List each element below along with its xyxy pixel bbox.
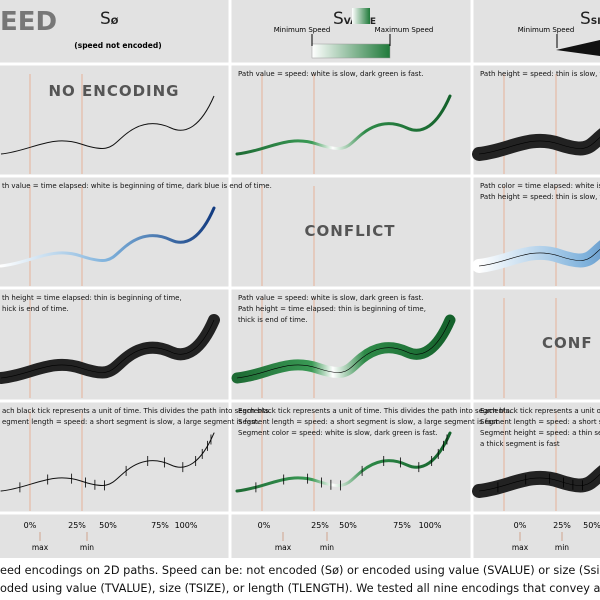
cell: th value = time elapsed: white is beginn… — [0, 182, 272, 286]
cell: Each black tick represents a unit of tim… — [235, 407, 512, 511]
symbol: S — [100, 9, 111, 29]
cell-text: Segment height = speed: a thin segment — [480, 429, 600, 437]
axis-label: 100% — [419, 521, 442, 530]
cell-text: Path value = speed: white is slow, dark … — [238, 294, 424, 302]
cell-text: thick is end of time. — [238, 316, 308, 324]
cell-text: egment length = speed: a short segment i… — [2, 418, 260, 426]
speed-symbol: SØ — [100, 9, 119, 29]
cell: Path color = time elapsed: white is begi… — [472, 182, 600, 286]
speed-symbol: SSIZE — [580, 9, 600, 29]
cell-text: Path value = speed: white is slow, dark … — [238, 70, 424, 78]
figure: EEDSØSVALUESSIZE(speed not encoded)Minim… — [0, 0, 600, 558]
cell-text: ach black tick represents a unit of time… — [2, 407, 271, 415]
cell-text: Segment length = speed: a short segment — [480, 418, 600, 426]
cell-text: Path color = time elapsed: white is begi… — [480, 182, 600, 190]
cell-text: Each black tick represents a unit of tim… — [480, 407, 600, 415]
cell-text: th value = time elapsed: white is beginn… — [2, 182, 272, 190]
cell-text: Path height = time elapsed: thin is begi… — [238, 305, 426, 313]
axis-label: 50% — [99, 521, 117, 530]
path-center — [0, 319, 215, 379]
cell: CONF — [503, 298, 593, 398]
cell: Path value = speed: white is slow, dark … — [231, 294, 456, 398]
path-center — [478, 249, 600, 267]
cell-text: Each black tick represents a unit of tim… — [238, 407, 512, 415]
cell-text: Path height = speed: thin is slow, thick… — [480, 193, 600, 201]
cell-label: CONF — [542, 334, 593, 352]
cell-label: CONFLICT — [305, 222, 396, 240]
cell-text: Segment color = speed: white is slow, da… — [238, 429, 438, 437]
background — [0, 0, 600, 558]
caption-line: oded using value (TVALUE), size (TSIZE),… — [0, 582, 600, 595]
path — [0, 206, 216, 268]
cell-text: a thick segment is fast — [480, 440, 560, 448]
symbol-subscript: SIZE — [591, 17, 600, 27]
path-plain — [0, 95, 215, 155]
symbol: S — [580, 9, 591, 29]
symbol-subscript: Ø — [111, 16, 119, 27]
size-legend-wedge — [556, 40, 600, 56]
axis-label: 100% — [175, 521, 198, 530]
legend-min: Minimum Speed — [274, 26, 331, 34]
axis-marker: max — [32, 543, 49, 552]
header-note: (speed not encoded) — [74, 41, 161, 50]
cell: NO ENCODING — [0, 74, 215, 174]
path-center — [478, 474, 600, 492]
axis-label: 50% — [339, 521, 357, 530]
caption: eed encodings on 2D paths. Speed can be:… — [0, 562, 600, 598]
axis-label: 0% — [258, 521, 271, 530]
axis-label: 0% — [514, 521, 527, 530]
path-center — [236, 319, 451, 379]
cell-text: hick is end of time. — [2, 305, 69, 313]
cell: Each black tick represents a unit of tim… — [472, 407, 600, 511]
axis-label: 25% — [68, 521, 86, 530]
cell: th height = time elapsed: thin is beginn… — [0, 294, 220, 398]
cell-label: NO ENCODING — [49, 82, 180, 100]
cell: Path height = speed: thin is slow, thick… — [472, 70, 600, 174]
caption-line: eed encodings on 2D paths. Speed can be:… — [0, 564, 600, 577]
speed-legend-bar — [311, 43, 391, 59]
axis-label: 25% — [553, 521, 571, 530]
axis-marker: max — [512, 543, 529, 552]
axis-label: 75% — [393, 521, 411, 530]
axis-marker: max — [275, 543, 292, 552]
axis-marker: min — [320, 543, 334, 552]
cell-text: Segment length = speed: a short segment … — [238, 418, 500, 426]
cell-text: Path height = speed: thin is slow, thick… — [480, 70, 600, 78]
axis-marker: min — [555, 543, 569, 552]
cell: CONFLICT — [261, 186, 396, 286]
axis-marker: min — [80, 543, 94, 552]
path — [235, 94, 452, 156]
symbol: S — [333, 9, 344, 29]
path-center — [478, 137, 600, 155]
legend-min: Minimum Speed — [518, 26, 575, 34]
axis-label: 75% — [151, 521, 169, 530]
cell-text: th height = time elapsed: thin is beginn… — [2, 294, 182, 302]
cell: ach black tick represents a unit of time… — [0, 407, 271, 511]
axis-label: 50% — [583, 521, 600, 530]
cell: Path value = speed: white is slow, dark … — [235, 70, 452, 174]
speed-legend-swatch — [352, 8, 370, 24]
axis-label: 0% — [24, 521, 37, 530]
axis-label: 25% — [311, 521, 329, 530]
header-title: EED — [0, 7, 57, 37]
legend-max: Maximum Speed — [375, 26, 434, 34]
